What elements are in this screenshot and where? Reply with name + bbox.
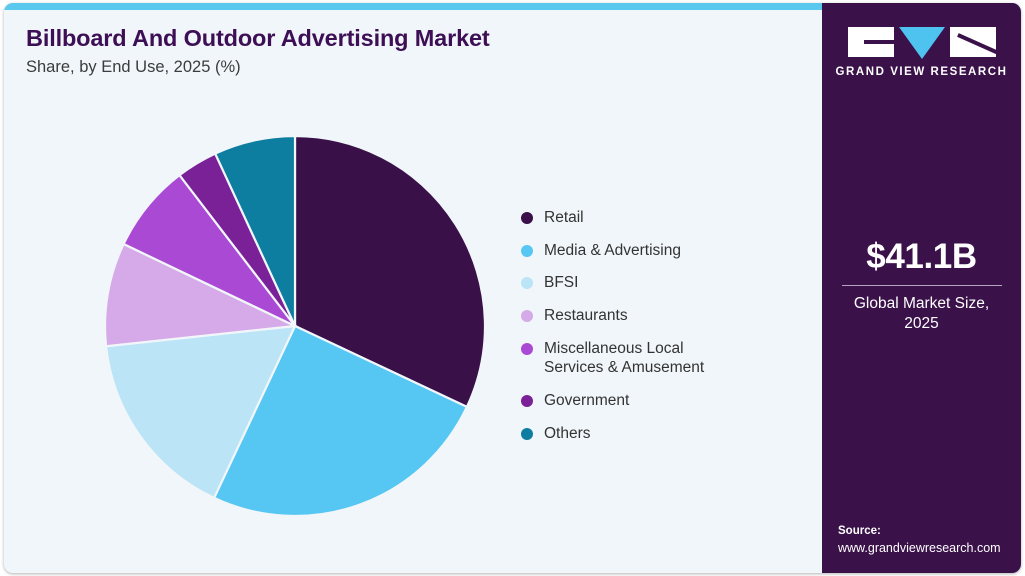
legend-swatch-icon [521, 427, 533, 440]
legend-item-label: BFSI [544, 274, 579, 292]
pie-chart [98, 129, 492, 523]
pie-slice[interactable] [293, 134, 487, 409]
chart-header: Billboard And Outdoor Advertising Market… [26, 25, 806, 78]
pie-slice[interactable] [212, 324, 469, 518]
legend-item[interactable]: BFSI [521, 273, 811, 293]
pie-chart-svg [103, 134, 487, 518]
pie-slice[interactable] [104, 324, 297, 500]
logo-r-icon [949, 27, 996, 57]
market-size-block: $41.1B Global Market Size, 2025 [822, 237, 1021, 333]
page-title: Billboard And Outdoor Advertising Market [26, 25, 490, 51]
logo-marks [847, 27, 996, 59]
legend-item[interactable]: Retail [521, 208, 811, 228]
legend-item[interactable]: Others [521, 424, 811, 444]
logo-v-triangle-icon [898, 27, 945, 59]
pie-slice[interactable] [213, 134, 297, 327]
side-panel: GRAND VIEW RESEARCH $41.1B Global Market… [822, 3, 1021, 573]
legend-item-label: Restaurants [544, 307, 628, 325]
legend-swatch-icon [521, 277, 533, 290]
logo-wordmark: GRAND VIEW RESEARCH [835, 66, 1008, 78]
legend-item-label: Media & Advertising [544, 241, 681, 259]
source-label: Source: [838, 525, 881, 538]
pie-slice[interactable] [103, 242, 299, 348]
legend-swatch-icon [521, 342, 533, 355]
page-subtitle: Share, by End Use, 2025 (%) [26, 57, 241, 76]
source-block: Source: www.grandviewresearch.com [838, 523, 1018, 556]
legend-item[interactable]: Restaurants [521, 306, 811, 326]
market-size-value: $41.1B [866, 237, 977, 276]
chart-legend: Retail Media & Advertising BFSI Restaurants… [521, 208, 811, 456]
source-url: www.grandviewresearch.com [838, 540, 1001, 555]
legend-swatch-icon [521, 244, 533, 257]
legend-swatch-icon [521, 395, 533, 408]
legend-item-label: Government [544, 392, 630, 410]
market-divider [841, 284, 1002, 286]
chart-card: Billboard And Outdoor Advertising Market… [4, 3, 1021, 573]
market-size-caption: Global Market Size, 2025 [853, 294, 990, 332]
logo-g-icon [847, 27, 894, 57]
legend-item[interactable]: Government [521, 391, 811, 411]
legend-swatch-icon [521, 310, 533, 323]
legend-item-label: Miscellaneous Local Services & Amusement [544, 339, 705, 377]
legend-item[interactable]: Media & Advertising [521, 241, 811, 261]
top-accent-bar [4, 3, 1021, 10]
legend-swatch-icon [521, 212, 533, 224]
legend-item[interactable]: Miscellaneous Local Services & Amusement [521, 339, 811, 378]
legend-item-label: Others [544, 424, 591, 442]
legend-item-label: Retail [544, 209, 584, 226]
brand-logo: GRAND VIEW RESEARCH [822, 27, 1021, 78]
